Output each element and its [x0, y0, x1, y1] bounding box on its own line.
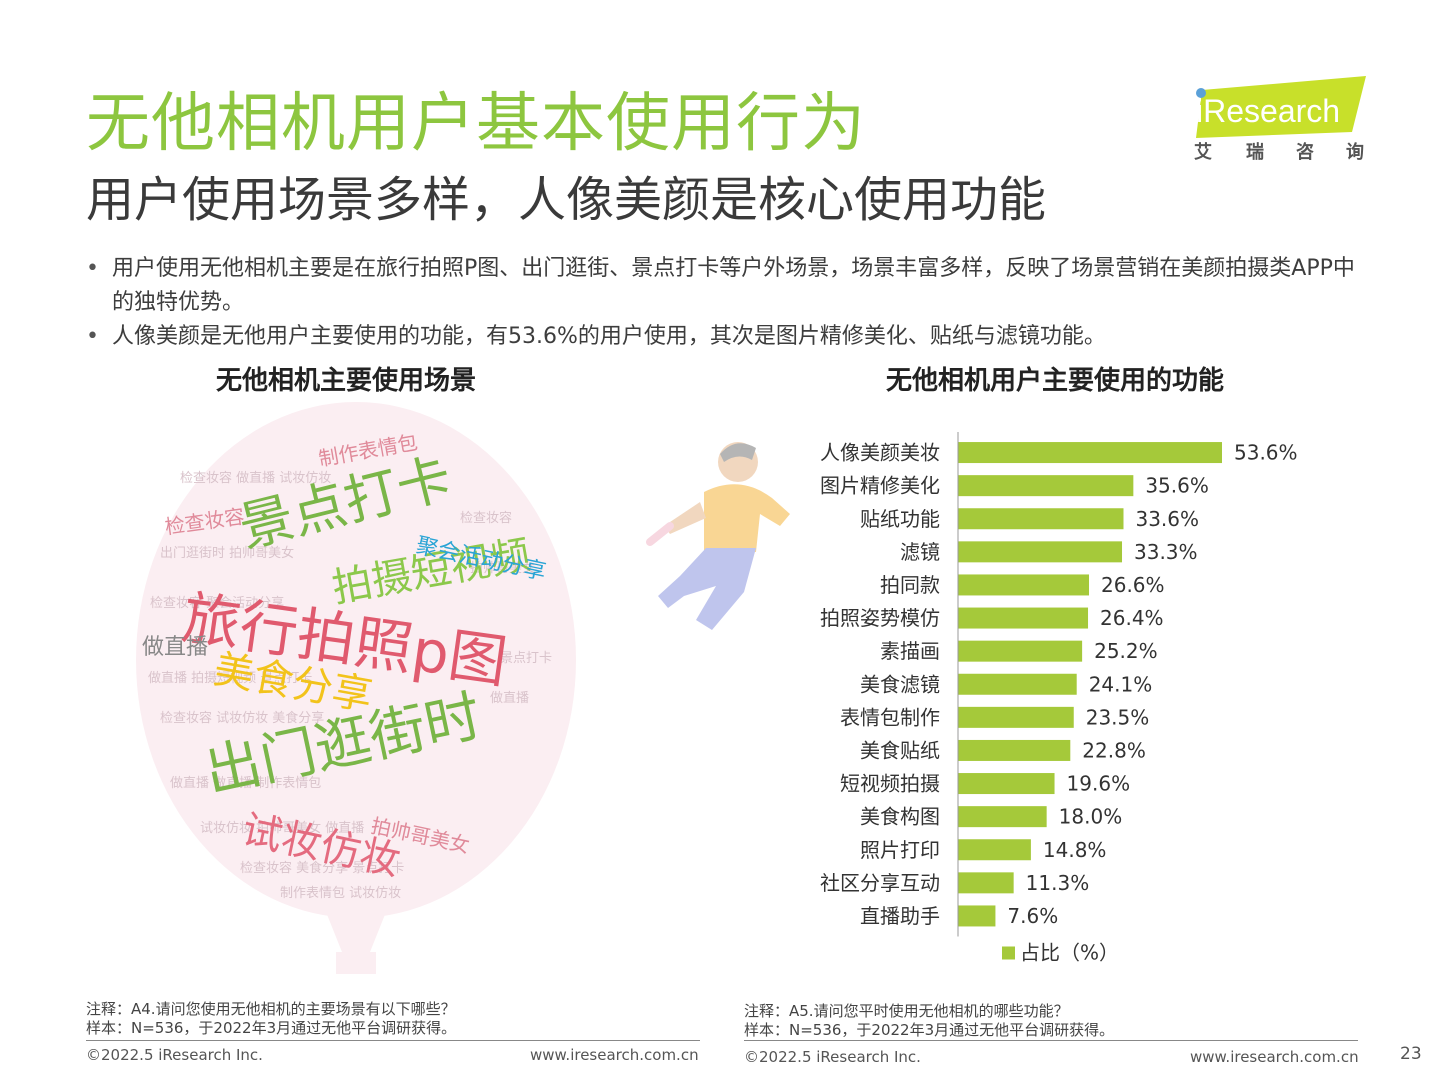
category-label: 社区分享互动: [820, 871, 940, 895]
bullet-1: 用户使用无他相机主要是在旅行拍照P图、出门逛街、景点打卡等户外场景，场景丰富多样…: [86, 252, 1376, 320]
svg-text:咨: 咨: [1296, 141, 1314, 163]
value-label: 24.1%: [1089, 672, 1153, 696]
svg-text:景点打卡: 景点打卡: [500, 651, 552, 666]
value-label: 18.0%: [1059, 805, 1123, 829]
value-label: 14.8%: [1043, 838, 1107, 862]
left-site-link: www.iresearch.com.cn: [530, 1046, 699, 1064]
value-label: 19.6%: [1067, 772, 1131, 796]
bar: [958, 905, 996, 927]
svg-text:做直播 拍摄短视频 景点打卡: 做直播 拍摄短视频 景点打卡: [148, 671, 312, 686]
svg-text:检查妆容 美食分享 景点打卡: 检查妆容 美食分享 景点打卡: [240, 860, 404, 876]
category-label: 美食构图: [860, 805, 940, 829]
category-label: 贴纸功能: [860, 507, 940, 531]
category-label: 素描画: [880, 639, 940, 663]
logo-text: iResearch: [1196, 93, 1340, 129]
bar: [958, 806, 1047, 828]
bar: [958, 442, 1222, 464]
left-note-sample: 样本：N=536，于2022年3月通过无他平台调研获得。: [86, 1019, 457, 1037]
iresearch-logo: iResearch 艾 瑞 咨 询: [1188, 76, 1368, 166]
left-copyright: ©2022.5 iResearch Inc.: [86, 1046, 263, 1064]
value-label: 23.5%: [1086, 705, 1150, 729]
value-label: 53.6%: [1234, 441, 1298, 465]
right-copyright: ©2022.5 iResearch Inc.: [744, 1048, 921, 1066]
right-note-sample: 样本：N=536，于2022年3月通过无他平台调研获得。: [744, 1021, 1115, 1039]
svg-text:检查妆容 试妆仿妆 美食分享: 检查妆容 试妆仿妆 美食分享: [160, 710, 324, 726]
svg-text:拍帅哥美女: 拍帅哥美女: [470, 560, 535, 576]
svg-text:艾: 艾: [1194, 141, 1212, 163]
category-label: 照片打印: [860, 838, 940, 862]
value-label: 26.4%: [1100, 606, 1164, 630]
left-divider: [86, 1040, 700, 1041]
bullet-2: 人像美颜是无他用户主要使用的功能，有53.6%的用户使用，其次是图片精修美化、贴…: [86, 320, 1376, 354]
value-label: 7.6%: [1007, 904, 1058, 928]
value-label: 25.2%: [1094, 639, 1158, 663]
svg-text:做直播: 做直播: [490, 691, 529, 706]
category-label: 美食滤镜: [860, 672, 940, 696]
wordcloud-title: 无他相机主要使用场景: [216, 366, 477, 396]
svg-text:试妆仿妆 拍帅哥美女 做直播: 试妆仿妆 拍帅哥美女 做直播: [200, 820, 364, 836]
value-label: 35.6%: [1145, 474, 1209, 498]
category-label: 图片精修美化: [820, 474, 940, 498]
value-label: 11.3%: [1026, 871, 1090, 895]
bar: [958, 839, 1031, 861]
svg-text:检查妆容 聚会活动分享: 检查妆容 聚会活动分享: [150, 595, 284, 611]
value-label: 22.8%: [1082, 738, 1146, 762]
svg-text:做直播 做直播 制作表情包: 做直播 做直播 制作表情包: [170, 776, 321, 791]
legend-label: 占比（%）: [1020, 941, 1119, 965]
page-subtitle: 用户使用场景多样，人像美颜是核心使用功能: [86, 172, 1047, 228]
bar: [958, 475, 1134, 497]
summary-bullets: 用户使用无他相机主要是在旅行拍照P图、出门逛街、景点打卡等户外场景，场景丰富多样…: [86, 252, 1376, 354]
bar: [958, 508, 1124, 530]
svg-text:检查妆容 做直播 试妆仿妆: 检查妆容 做直播 试妆仿妆: [180, 470, 331, 486]
right-note-question: 注释：A5.请问您平时使用无他相机的哪些功能？: [744, 1002, 1069, 1020]
function-bar-chart: 人像美颜美妆 53.6% 图片精修美化 35.6% 贴纸功能 33.6% 滤镜 33.3% 拍同…: [780, 420, 1380, 980]
svg-text:出门逛街时 拍帅哥美女: 出门逛街时 拍帅哥美女: [160, 545, 294, 561]
bar: [958, 607, 1089, 629]
category-label: 拍同款: [880, 573, 940, 597]
bar: [958, 541, 1123, 563]
value-label: 26.6%: [1101, 573, 1165, 597]
right-site-link: www.iresearch.com.cn: [1190, 1048, 1359, 1066]
bar: [958, 574, 1090, 596]
left-note-question: 注释：A4.请问您使用无他相机的主要场景有以下哪些？: [86, 1000, 456, 1018]
chart-title: 无他相机用户主要使用的功能: [886, 366, 1225, 396]
category-label: 滤镜: [900, 540, 940, 564]
page-title: 无他相机用户基本使用行为: [86, 87, 866, 161]
word-cloud: 检查妆容 做直播 试妆仿妆 出门逛街时 拍帅哥美女 检查妆容 聚会活动分享 做直…: [130, 392, 590, 992]
svg-text:瑞: 瑞: [1246, 142, 1264, 163]
svg-text:检查妆容: 检查妆容: [460, 510, 512, 526]
page-number: 23: [1400, 1044, 1422, 1064]
svg-text:制作表情包 试妆仿妆: 制作表情包 试妆仿妆: [280, 886, 401, 901]
bar: [958, 739, 1071, 761]
category-label: 直播助手: [860, 904, 940, 928]
bar: [958, 872, 1014, 894]
value-label: 33.6%: [1135, 507, 1199, 531]
category-label: 拍照姿势模仿: [820, 606, 940, 630]
value-label: 33.3%: [1134, 540, 1198, 564]
runner-illustration: [640, 430, 820, 640]
word-8: 做直播: [142, 635, 208, 660]
bar: [958, 706, 1074, 728]
right-divider: [744, 1040, 1358, 1041]
category-label: 表情包制作: [840, 705, 940, 729]
bar: [958, 773, 1055, 795]
category-label: 人像美颜美妆: [820, 441, 940, 465]
legend-swatch: [1002, 946, 1015, 960]
svg-text:询: 询: [1346, 141, 1364, 163]
category-label: 短视频拍摄: [840, 772, 940, 796]
category-label: 美食贴纸: [860, 738, 940, 762]
bar: [958, 640, 1083, 662]
bar: [958, 673, 1077, 695]
